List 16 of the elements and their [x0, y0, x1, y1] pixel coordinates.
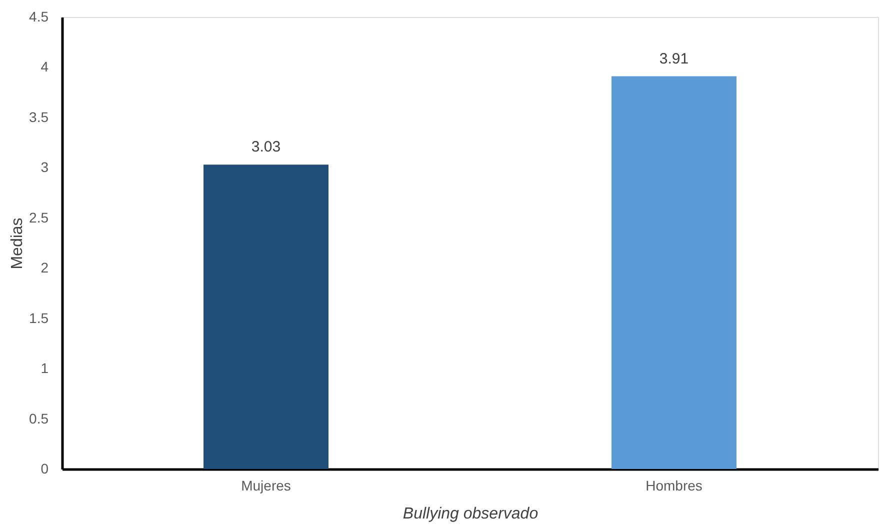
y-tick-label: 3.5	[29, 108, 49, 125]
y-tick-label: 0	[40, 460, 49, 476]
y-tick-label: 1	[40, 360, 49, 376]
x-axis-title: Bullying observado	[402, 506, 538, 522]
y-tick-label: 3	[40, 159, 49, 176]
x-tick-label: Hombres	[646, 478, 702, 494]
data-label: 3.91	[659, 50, 689, 68]
data-label: 3.03	[251, 138, 281, 156]
y-tick-label: 4	[40, 58, 49, 75]
y-axis-title: Medias	[9, 218, 26, 270]
y-tick-label: 0.5	[29, 410, 49, 426]
y-tick-label: 2.5	[29, 209, 49, 226]
y-tick-label: 2	[40, 260, 49, 276]
x-tick-label: Mujeres	[241, 478, 291, 494]
y-tick-label: 1.5	[29, 310, 49, 326]
y-tick-label: 4.5	[29, 8, 49, 24]
